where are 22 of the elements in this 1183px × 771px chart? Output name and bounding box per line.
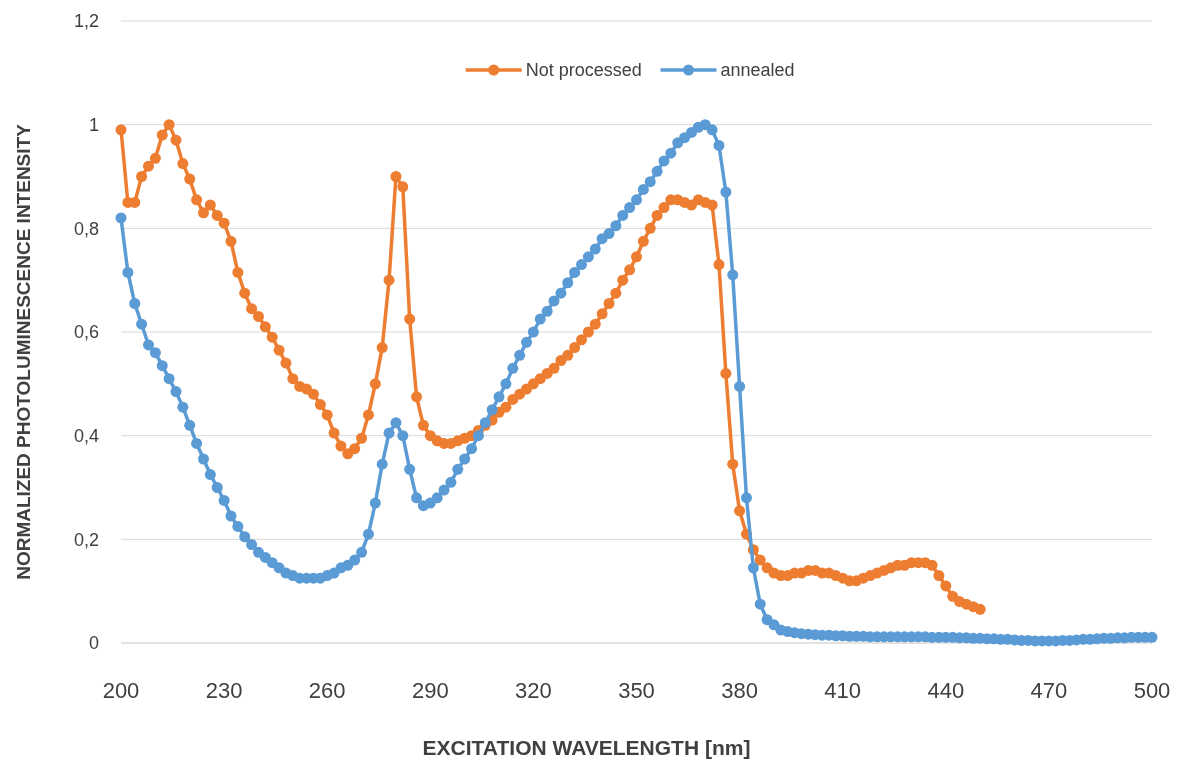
y-axis-title: NORMALIZED PHOTOLUMINESCENCE INTENSITY xyxy=(13,123,34,580)
x-axis-title: EXCITATION WAVELENGTH [nm] xyxy=(422,736,751,759)
y-tick-label: 0 xyxy=(88,633,99,654)
x-tick-label: 470 xyxy=(1030,678,1068,703)
x-tick-label: 260 xyxy=(308,678,346,703)
x-tick-label: 380 xyxy=(721,678,758,703)
legend-label: Not processed xyxy=(525,60,642,81)
x-tick-label: 500 xyxy=(1133,678,1171,703)
x-tick-label: 320 xyxy=(515,678,552,703)
legend-label: annealed xyxy=(720,60,795,81)
y-tick-label: 0,2 xyxy=(73,529,99,550)
y-tick-label: 0,8 xyxy=(73,218,99,239)
x-tick-label: 410 xyxy=(824,678,862,703)
x-tick-label: 440 xyxy=(927,678,965,703)
y-tick-label: 0,4 xyxy=(73,425,99,446)
y-tick-label: 0,6 xyxy=(73,322,99,343)
x-tick-label: 200 xyxy=(102,678,140,703)
x-tick-label: 350 xyxy=(618,678,655,703)
x-tick-label: 290 xyxy=(411,678,449,703)
y-tick-label: 1 xyxy=(88,114,99,135)
y-tick-label: 1,2 xyxy=(73,11,99,32)
x-tick-label: 230 xyxy=(205,678,243,703)
